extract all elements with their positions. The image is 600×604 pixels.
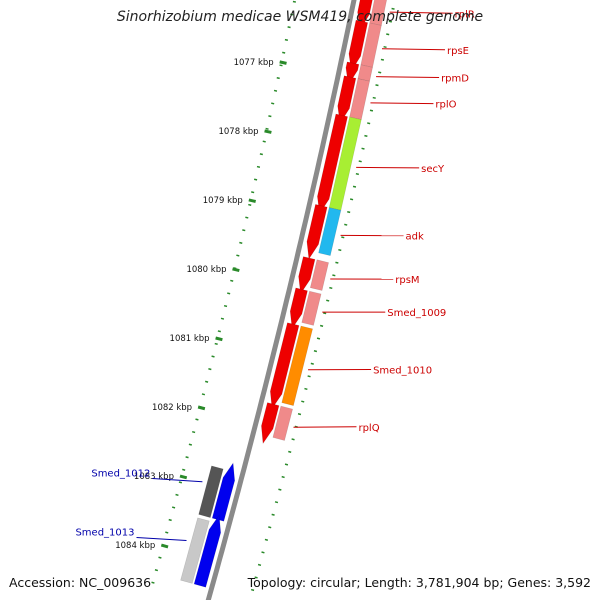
gene-label-smed_1010[interactable]: Smed_1010 (373, 365, 432, 376)
gene-label-smed_1009[interactable]: Smed_1009 (387, 308, 446, 319)
gene-label-leader (370, 103, 433, 104)
gene-tracks (181, 0, 388, 587)
scale-dots (247, 8, 393, 600)
scale-tick-label: 1080 kbp (186, 265, 226, 275)
scale-major-tick (216, 338, 223, 340)
scale-major-tick (233, 269, 240, 271)
gene-feature (358, 65, 373, 81)
page-title: Sinorhizobium medicae WSM419, complete g… (0, 9, 600, 25)
scale-major-tick (280, 62, 287, 63)
chromosome-backbone (206, 0, 357, 600)
gene-label-smed_1013[interactable]: Smed_1013 (75, 528, 134, 539)
scale-tick-label: 1079 kbp (203, 196, 243, 206)
scale-major-tick (180, 476, 187, 478)
gene-label-rpse[interactable]: rpsE (447, 46, 469, 57)
gene-label-rpmd[interactable]: rpmD (441, 74, 469, 85)
gene-labels: rplRrpsErpmDrplOsecYadkrpsMSmed_1009Smed… (75, 9, 474, 540)
scale-tick-label: 1077 kbp (234, 58, 274, 68)
scale-tick-label: 1081 kbp (170, 334, 210, 344)
scale-major-tick (265, 131, 272, 133)
accession-text: Accession: NC_009636 (9, 575, 151, 590)
gene-label-leader (382, 49, 445, 50)
gene-label-adk[interactable]: adk (406, 232, 424, 243)
gene-label-rplo[interactable]: rplO (435, 100, 456, 111)
scale-tick-label: 1084 kbp (115, 541, 155, 551)
genome-summary-text: Topology: circular; Length: 3,781,904 bp… (248, 575, 591, 590)
gene-label-secy[interactable]: secY (421, 164, 445, 175)
scale-major-tick (249, 200, 256, 202)
scale-major-tick (161, 545, 168, 547)
gene-label-leader (376, 77, 439, 78)
scale-tick-label: 1082 kbp (152, 403, 192, 413)
gene-label-smed_1012[interactable]: Smed_1012 (91, 468, 150, 479)
gene-label-leader (356, 167, 419, 168)
gene-label-rplq[interactable]: rplQ (358, 423, 379, 434)
backbone-line (206, 0, 357, 600)
scale-tick-label: 1078 kbp (218, 127, 258, 137)
gene-label-rpsm[interactable]: rpsM (395, 275, 419, 286)
scale-major-tick (198, 407, 205, 409)
